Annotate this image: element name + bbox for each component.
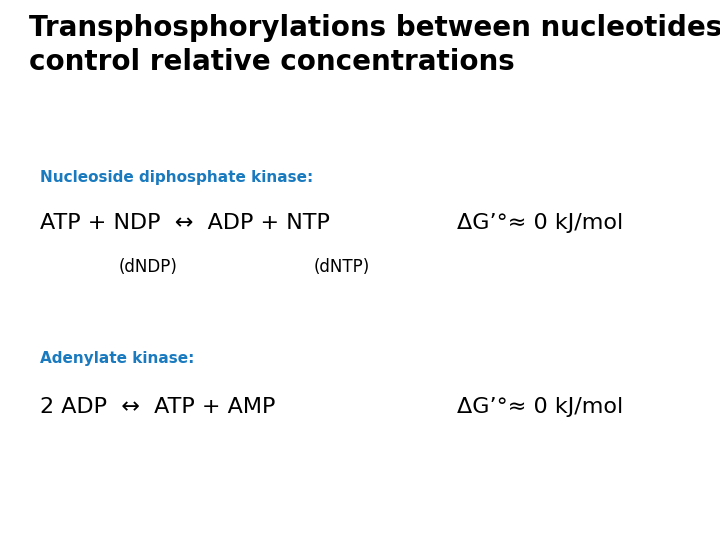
- Text: Adenylate kinase:: Adenylate kinase:: [40, 351, 194, 366]
- Text: Nucleoside diphosphate kinase:: Nucleoside diphosphate kinase:: [40, 170, 313, 185]
- Text: 2 ADP  ↔  ATP + AMP: 2 ADP ↔ ATP + AMP: [40, 397, 275, 417]
- Text: ATP + NDP  ↔  ADP + NTP: ATP + NDP ↔ ADP + NTP: [40, 213, 330, 233]
- Text: (dNTP): (dNTP): [313, 258, 369, 276]
- Text: Transphosphorylations between nucleotides
control relative concentrations: Transphosphorylations between nucleotide…: [29, 14, 720, 76]
- Text: ΔG’°≈ 0 kJ/mol: ΔG’°≈ 0 kJ/mol: [457, 397, 624, 417]
- Text: ΔG’°≈ 0 kJ/mol: ΔG’°≈ 0 kJ/mol: [457, 213, 624, 233]
- Text: (dNDP): (dNDP): [119, 258, 178, 276]
